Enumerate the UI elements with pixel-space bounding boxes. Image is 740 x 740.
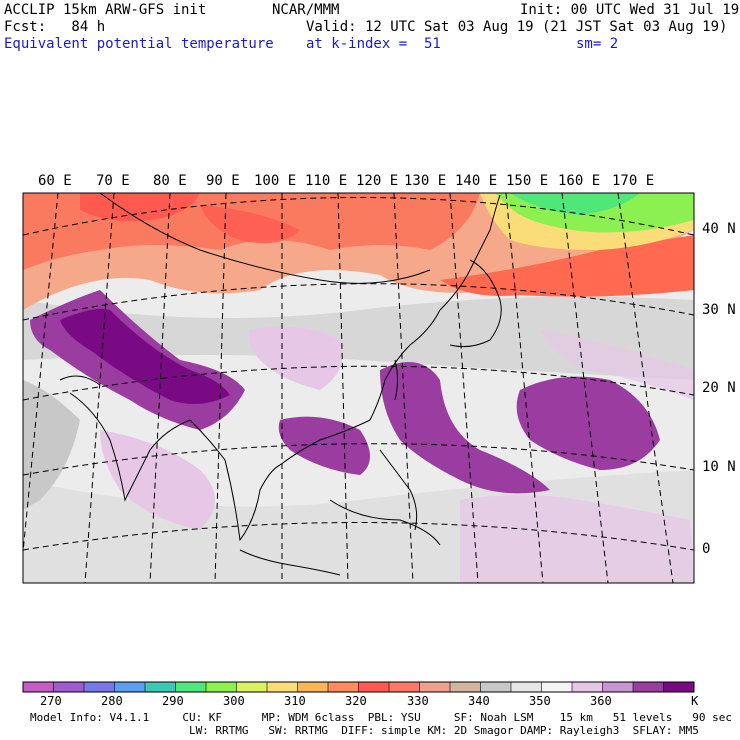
lon-label-160e: 160 E: [558, 173, 601, 189]
graticule: [23, 193, 694, 583]
header-smoothing: sm= 2: [576, 36, 619, 52]
colorbar-tick-330: 330: [407, 694, 429, 708]
lon-label-90e: 90 E: [206, 173, 240, 189]
lon-label-60e: 60 E: [38, 173, 72, 189]
header-model-title: ACCLIP 15km ARW-GFS init: [4, 2, 207, 18]
lon-label-150e: 150 E: [506, 173, 549, 189]
colorbar-tick-310: 310: [284, 694, 306, 708]
colorbar-tick-360: 360: [590, 694, 612, 708]
lat-label-40n: 40 N: [702, 221, 736, 237]
coastlines: [59, 193, 502, 576]
colorbar-tick-340: 340: [468, 694, 490, 708]
colorbar-tick-300: 300: [223, 694, 245, 708]
lon-label-80e: 80 E: [153, 173, 187, 189]
lat-label-20n: 20 N: [702, 380, 736, 396]
map-frame: [22, 192, 695, 584]
lat-label-30n: 30 N: [702, 302, 736, 318]
header-forecast-hour: Fcst: 84 h: [4, 19, 106, 35]
lon-label-130e: 130 E: [404, 173, 447, 189]
lon-label-120e: 120 E: [356, 173, 399, 189]
lon-label-70e: 70 E: [96, 173, 130, 189]
header-org: NCAR/MMM: [272, 2, 340, 18]
model-info-line2: LW: RRTMG SW: RRTMG DIFF: simple KM: 2D …: [30, 724, 699, 737]
colorbar-tick-280: 280: [101, 694, 123, 708]
theta-e-field: [23, 193, 694, 583]
header-init-time: Init: 00 UTC Wed 31 Jul 19: [520, 2, 740, 18]
header-level: at k-index = 51: [306, 36, 441, 52]
lat-label-0: 0: [702, 541, 711, 557]
colorbar-tick-270: 270: [40, 694, 62, 708]
model-info-line1: Model Info: V4.1.1 CU: KF MP: WDM 6class…: [30, 711, 732, 724]
lon-label-100e: 100 E: [254, 173, 297, 189]
header-valid-time: Valid: 12 UTC Sat 03 Aug 19 (21 JST Sat …: [306, 19, 728, 35]
lon-label-110e: 110 E: [305, 173, 348, 189]
colorbar-tick-320: 320: [345, 694, 367, 708]
header-field-name: Equivalent potential temperature: [4, 36, 274, 52]
lon-label-140e: 140 E: [455, 173, 498, 189]
colorbar-tick-290: 290: [162, 694, 184, 708]
colorbar-tick-350: 350: [529, 694, 551, 708]
lon-label-170e: 170 E: [612, 173, 655, 189]
lat-label-10n: 10 N: [702, 459, 736, 475]
colorbar-unit: K: [691, 694, 699, 708]
